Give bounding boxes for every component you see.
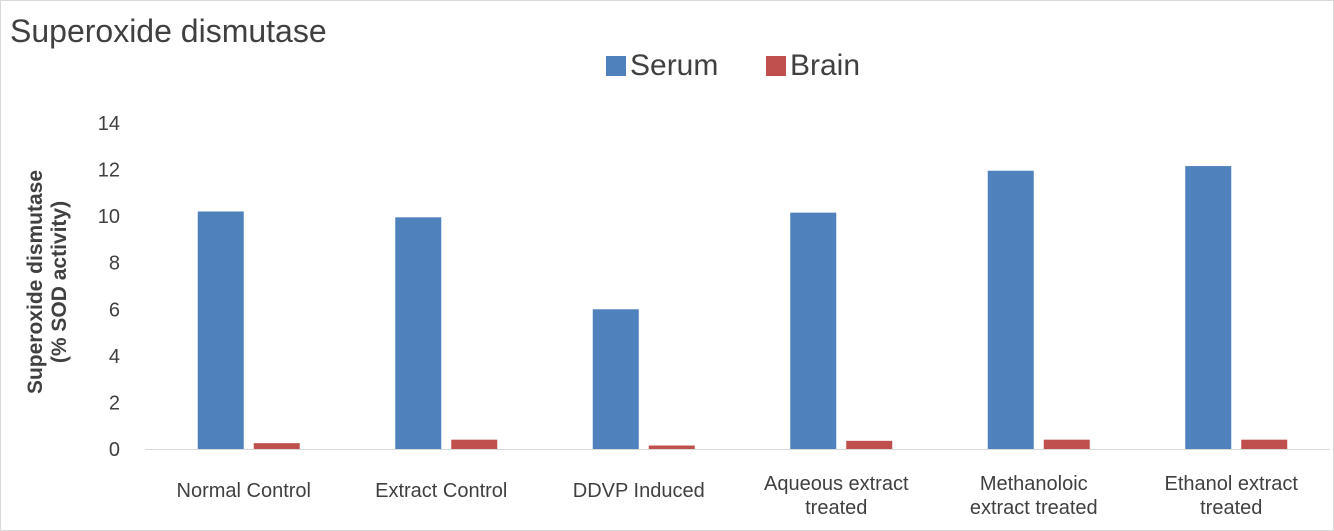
y-tick-label: 8 — [109, 253, 120, 275]
bar-serum — [987, 170, 1034, 449]
legend-swatch-serum — [606, 56, 626, 76]
y-tick-label: 10 — [98, 206, 120, 228]
bar-brain — [451, 439, 498, 449]
y-tick-label: 12 — [98, 160, 120, 182]
y-tick-label: 4 — [109, 346, 120, 368]
bars — [197, 166, 1288, 450]
bar-serum — [592, 309, 639, 449]
x-category-label: Extract Control — [375, 480, 507, 502]
x-category-label: Ethanol extract treated — [1165, 473, 1299, 519]
bar-brain — [253, 443, 300, 449]
x-category-label: Aqueous extract treated — [764, 473, 909, 519]
y-axis-title: Superoxide dismutase (% SOD activity) — [24, 170, 71, 394]
y-axis-ticks: 0 2 4 6 8 10 12 14 — [98, 113, 120, 461]
bar-brain — [846, 440, 893, 449]
x-category-label: Normal Control — [177, 480, 311, 502]
bar-serum — [395, 217, 442, 449]
bar-serum — [197, 211, 244, 449]
y-tick-label: 6 — [109, 299, 120, 321]
bar-brain — [1241, 439, 1288, 449]
legend-label-brain: Brain — [790, 49, 860, 82]
chart-title: Superoxide dismutase — [10, 13, 327, 49]
y-axis-title-line-1: Superoxide dismutase — [24, 170, 47, 394]
y-tick-label: 0 — [109, 439, 120, 461]
legend: Serum Brain — [606, 49, 860, 82]
y-tick-label: 14 — [98, 113, 120, 135]
x-category-label: DDVP Induced — [573, 480, 705, 502]
bar-brain — [1043, 439, 1090, 449]
bar-brain — [648, 445, 695, 449]
x-category-label: Methanoloic extract treated — [970, 473, 1098, 519]
bar-serum — [790, 212, 837, 449]
y-tick-label: 2 — [109, 392, 120, 414]
x-axis-labels: Normal Control Extract Control DDVP Induce… — [177, 473, 1299, 519]
y-axis-title-line-2: (% SOD activity) — [48, 201, 71, 363]
legend-label-serum: Serum — [630, 49, 718, 82]
legend-swatch-brain — [766, 56, 786, 76]
bar-serum — [1185, 166, 1232, 450]
